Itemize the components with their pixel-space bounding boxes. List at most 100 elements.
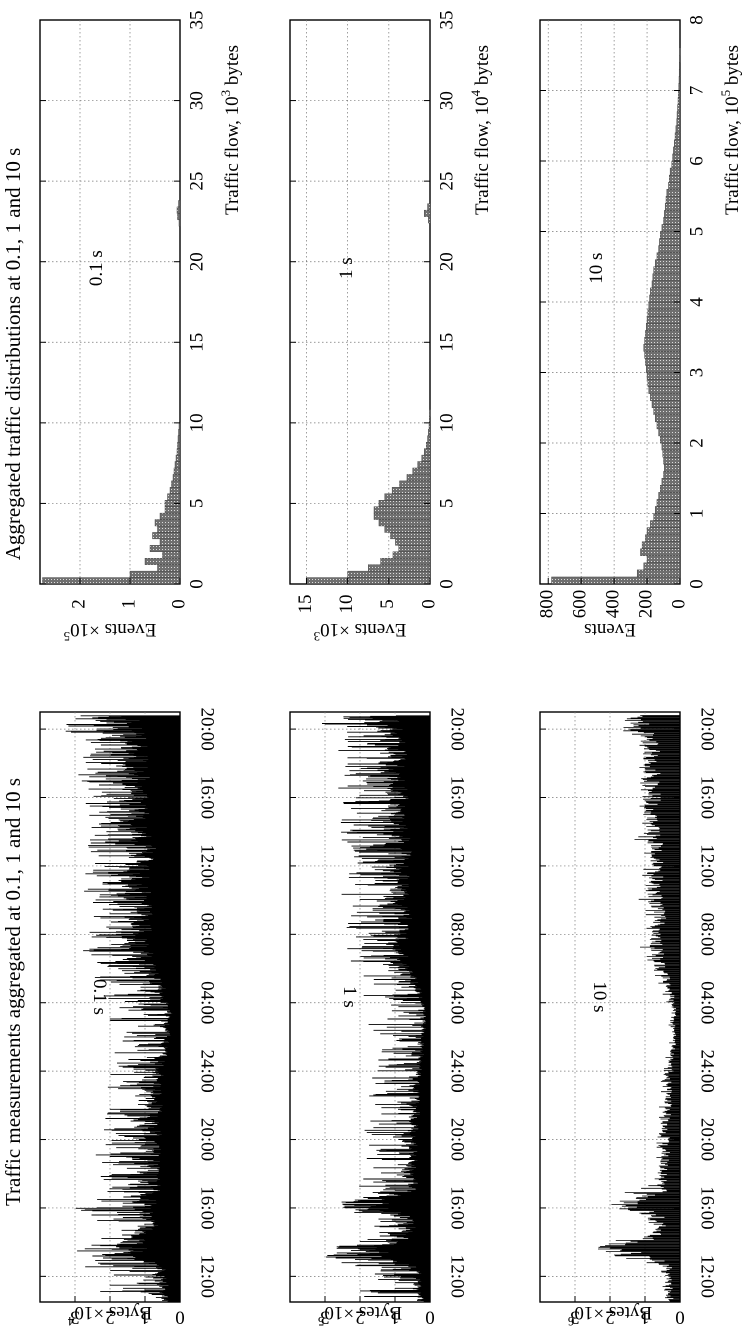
series-marks <box>598 715 680 1302</box>
histogram-bar <box>644 337 681 345</box>
x-tick-label: 24:00 <box>447 1049 468 1092</box>
histogram-bar <box>646 365 681 373</box>
x-tick-label: 16:00 <box>447 1186 468 1229</box>
histogram-bar <box>157 525 181 533</box>
x-tick-label: 10 <box>436 413 457 432</box>
histogram-bar <box>427 435 431 443</box>
histogram-bar <box>152 532 181 540</box>
histogram-bar <box>678 83 681 91</box>
y-tick-label: 0 <box>175 1307 185 1328</box>
x-tick-label: 12:00 <box>697 1255 718 1298</box>
histogram-bar <box>173 467 181 475</box>
histogram-bar <box>429 416 431 424</box>
histogram-bar <box>373 512 431 520</box>
aggregation-label: 0.1 s <box>86 250 107 286</box>
histogram-bar <box>660 435 681 444</box>
histogram-bar <box>644 351 681 359</box>
x-tick-label: 12:00 <box>447 1255 468 1298</box>
histogram-bar <box>649 294 681 303</box>
histogram-bar <box>646 555 681 564</box>
x-tick-label: 16:00 <box>697 1186 718 1229</box>
histogram-bar <box>551 576 681 585</box>
histogram-bar <box>643 344 681 352</box>
x-tick-label: 04:00 <box>447 981 468 1024</box>
y-tick-label: 0 <box>675 1307 685 1328</box>
histogram-bar <box>664 463 681 472</box>
y-tick-label: 0 <box>418 599 439 609</box>
histogram-bar <box>652 273 681 282</box>
right-group-title: Aggregated traffic distributions at 0.1,… <box>1 148 25 561</box>
y-axis-label: Bytes ×105 <box>318 1302 402 1328</box>
histogram-bar <box>406 474 431 482</box>
x-tick-label: 30 <box>186 91 207 110</box>
x-tick-label: 12:00 <box>197 1255 218 1298</box>
distribution-panel-10s: 0 1 2 3 4 5 6 7 8 0 200 400 600 800 10 s Traffic flo… <box>537 15 744 639</box>
x-tick-label: 16:00 <box>447 776 468 819</box>
x-tick-label: 0 <box>686 579 707 589</box>
y-tick-label: 1 <box>140 1307 150 1328</box>
histogram-bar <box>651 400 681 408</box>
histogram-bar <box>664 203 681 211</box>
x-tick-label: 20:00 <box>697 1118 718 1161</box>
histogram-bar <box>399 480 431 488</box>
distribution-panel-1s: 0 5 10 15 20 25 30 35 0 5 10 15 1 s Traffic flow, … <box>289 11 493 644</box>
aggregation-label: 0.1 s <box>89 979 110 1015</box>
y-axis-label: Bytes ×104 <box>67 1302 152 1328</box>
y-tick-label: 1 <box>640 1307 650 1328</box>
histogram-bar <box>675 125 681 133</box>
histogram-bar <box>178 422 181 430</box>
x-tick-label: 08:00 <box>447 913 468 956</box>
histogram-bar <box>368 564 431 572</box>
histogram-bar <box>42 577 181 585</box>
x-tick-label: 1 <box>686 509 707 519</box>
x-tick-label: 3 <box>686 368 707 378</box>
x-axis-ticks: 0 1 2 3 4 5 6 7 8 <box>540 15 707 589</box>
x-tick-label: 30 <box>436 91 457 110</box>
x-tick-label: 25 <box>436 172 457 191</box>
histogram-bar <box>656 499 681 507</box>
histogram-bar <box>154 519 181 527</box>
x-tick-label: 0 <box>186 579 207 589</box>
histogram-bar <box>676 118 681 126</box>
x-tick-label: 0 <box>436 579 457 589</box>
traffic-panel-01s: 12:00 16:00 20:00 24:00 04:00 08:00 12:00 16:00… <box>39 707 218 1329</box>
series-marks <box>322 715 430 1302</box>
x-tick-label: 20 <box>436 252 457 271</box>
series-trace <box>598 715 680 1302</box>
y-axis-ticks: 0 5 10 15 <box>295 578 439 614</box>
histogram-bar <box>172 474 181 482</box>
y-tick-label: 1 <box>118 599 139 609</box>
histogram-bar <box>167 493 181 501</box>
y-axis-label: Events ×103 <box>314 619 407 644</box>
histogram-bar <box>412 467 431 475</box>
histogram-bar <box>679 55 681 63</box>
histogram-bars <box>551 48 681 585</box>
x-tick-label: 20:00 <box>447 1118 468 1161</box>
histogram-bar <box>664 210 681 218</box>
histogram-bar <box>663 217 681 225</box>
histogram-bar <box>669 167 681 176</box>
histogram-bar <box>384 525 431 533</box>
histogram-bar <box>373 506 431 514</box>
y-axis-ticks: 0 1 2 <box>68 578 189 609</box>
x-axis-label: Traffic flow, 104 bytes <box>468 45 493 215</box>
histogram-bar <box>636 569 681 578</box>
histogram-bar <box>159 512 181 520</box>
x-tick-label: 20 <box>186 252 207 271</box>
histogram-bar <box>650 287 681 296</box>
histogram-bar <box>672 153 681 162</box>
histogram-bar <box>177 435 181 443</box>
histogram-bar <box>378 500 431 507</box>
histogram-bar <box>678 69 681 77</box>
y-tick-label: 2 <box>605 1307 615 1328</box>
x-tick-label: 16:00 <box>197 776 218 819</box>
histogram-bar <box>656 252 681 260</box>
y-tick-label: 2 <box>105 1307 115 1328</box>
x-tick-label: 16:00 <box>197 1186 218 1229</box>
histogram-bar <box>650 520 681 528</box>
histogram-bar <box>347 570 431 578</box>
y-tick-label: 200 <box>635 590 656 619</box>
aggregation-label: 1 s <box>336 257 357 279</box>
histogram-bar <box>646 372 681 380</box>
series-trace <box>322 715 430 1302</box>
